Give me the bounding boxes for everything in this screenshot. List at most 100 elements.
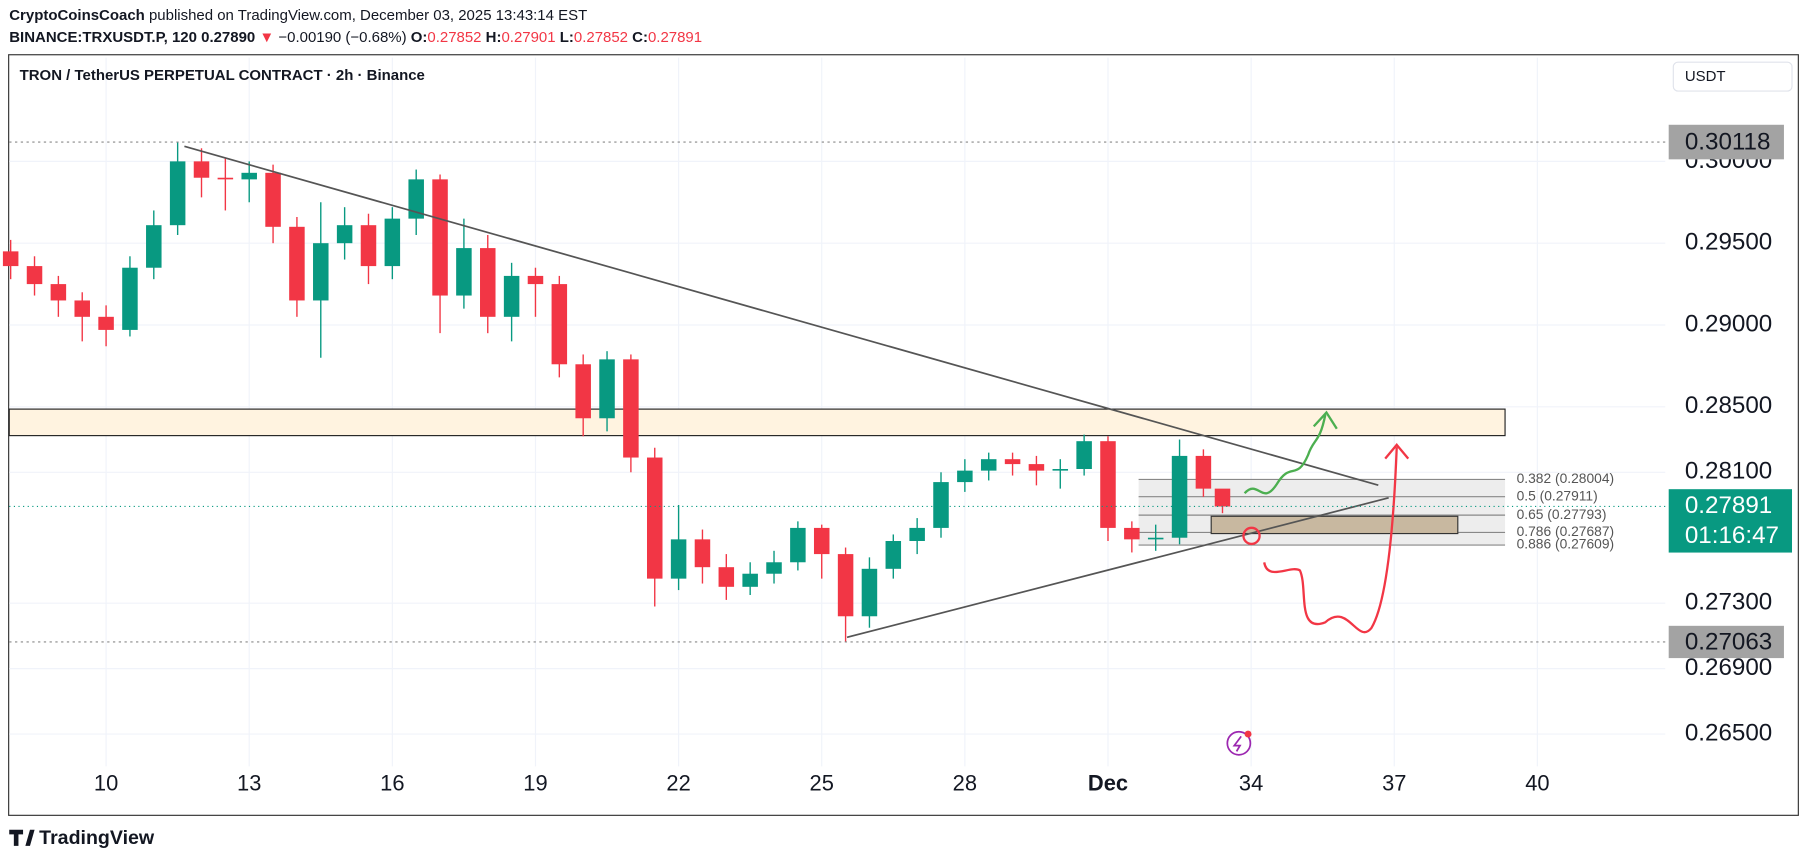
resistance-zone (8, 408, 1506, 437)
fib-label: 0.5 (0.27911) (1517, 487, 1598, 503)
close: 0.27891 (648, 29, 702, 46)
candle-body (217, 177, 234, 180)
x-tick-label: 22 (666, 771, 690, 796)
candle-body (909, 527, 925, 541)
high-label: 0.30118 (1685, 129, 1771, 156)
x-tick-label: 13 (237, 771, 261, 796)
candle-body (336, 225, 353, 244)
candle-body (1052, 468, 1069, 471)
y-tick-label: 0.28500 (1685, 392, 1772, 419)
candle-body (432, 179, 448, 296)
currency-box[interactable] (1672, 61, 1793, 92)
axes: 10 13 16 19 22 25 28 Dec 34 37 400.300000.295000.2… (9, 124, 1793, 796)
candle-body (1124, 527, 1140, 540)
candle-body (742, 573, 758, 587)
candle-body (503, 275, 520, 317)
candle-body (527, 275, 544, 285)
header-line: BINANCE:TRXUSDT.P, 120 0.27890 ▼ −0.0019… (9, 29, 702, 46)
candle-body (813, 527, 830, 555)
brand-name: TradingView (39, 827, 155, 849)
candle-body (169, 161, 186, 226)
direction: ▼ (259, 29, 274, 46)
x-tick-label: 10 (94, 771, 118, 796)
candle-body (193, 161, 210, 178)
candle-body (861, 568, 878, 617)
publisher: CryptoCoinsCoach (9, 7, 145, 24)
change: −0.00190 (−0.68%) (278, 29, 406, 46)
candle-body (146, 225, 162, 268)
trend-line (184, 145, 1379, 486)
y-tick-label: 0.26500 (1685, 719, 1772, 746)
candle-body (360, 225, 377, 267)
x-tick-label: Dec (1088, 771, 1128, 796)
high: 0.27901 (501, 29, 555, 46)
y-tick-label: 0.26900 (1685, 654, 1772, 681)
fib-label: 0.382 (0.28004) (1517, 470, 1615, 486)
candle-body (694, 539, 711, 568)
candles (2, 142, 1231, 642)
candle-body (1195, 455, 1212, 489)
header-line: CryptoCoinsCoach published on TradingVie… (9, 7, 587, 24)
candle-body (122, 267, 138, 330)
last-price-label: 0.27891 (1685, 492, 1772, 519)
candle-body (1028, 464, 1045, 471)
published: published on TradingView.com, December 0… (149, 7, 587, 24)
last-price-box (1668, 489, 1793, 553)
arrow-head (1384, 443, 1410, 460)
x-tick-label: 19 (523, 771, 547, 796)
brand-logo (9, 829, 35, 846)
x-tick-label: 16 (380, 771, 404, 796)
open: 0.27852 (427, 29, 481, 46)
candle-body (670, 539, 687, 579)
x-tick-label: 34 (1239, 771, 1263, 796)
candle-body (384, 218, 401, 267)
currency: USDT (1685, 68, 1726, 85)
candle-body (575, 364, 591, 419)
fib-label: 0.886 (0.27609) (1517, 536, 1615, 552)
x-tick-label: 28 (953, 771, 977, 796)
candle-body (408, 179, 424, 219)
x-tick-label: 37 (1382, 771, 1406, 796)
candle-body (718, 567, 735, 587)
candle-body (241, 172, 257, 180)
low-label: L: (560, 29, 574, 46)
candle-body (551, 284, 568, 365)
low: 0.27852 (574, 29, 628, 46)
countdown: 01:16:47 (1685, 522, 1779, 549)
candle-body (957, 470, 973, 483)
low-label-box (1668, 625, 1784, 659)
entry-box (1210, 515, 1459, 535)
x-tick-label: 40 (1525, 771, 1549, 796)
last: 0.27890 (201, 29, 255, 46)
fib-label: 0.65 (0.27793) (1517, 506, 1607, 522)
y-tick-label: 0.28100 (1685, 458, 1772, 485)
fib-label: 0.786 (0.27687) (1517, 523, 1615, 539)
candle-body (26, 266, 43, 285)
y-tick-label: 0.27300 (1685, 589, 1772, 616)
y-tick-label: 0.29500 (1685, 229, 1772, 256)
candle-body (599, 359, 615, 419)
candle-body (2, 251, 19, 267)
candle-body (313, 243, 329, 301)
event-icon-bolt (1232, 735, 1242, 752)
candle-body (1147, 537, 1164, 540)
trend-line (846, 497, 1389, 639)
candle-body (933, 482, 949, 528)
candle-body (50, 284, 67, 301)
candle-body (265, 172, 281, 227)
x-tick-label: 25 (810, 771, 834, 796)
event-icon[interactable] (1226, 730, 1252, 756)
fib-box (1138, 479, 1506, 546)
candle-body (623, 359, 639, 458)
brand: TradingView (9, 827, 155, 849)
low-label: 0.27063 (1685, 629, 1772, 656)
candle-body (289, 226, 305, 301)
candle-body (1171, 455, 1188, 538)
candle-body (456, 248, 472, 296)
candle-body (646, 457, 663, 579)
candle-body (74, 300, 90, 317)
bearish-path (1263, 447, 1398, 634)
high-label: H: (486, 29, 502, 46)
